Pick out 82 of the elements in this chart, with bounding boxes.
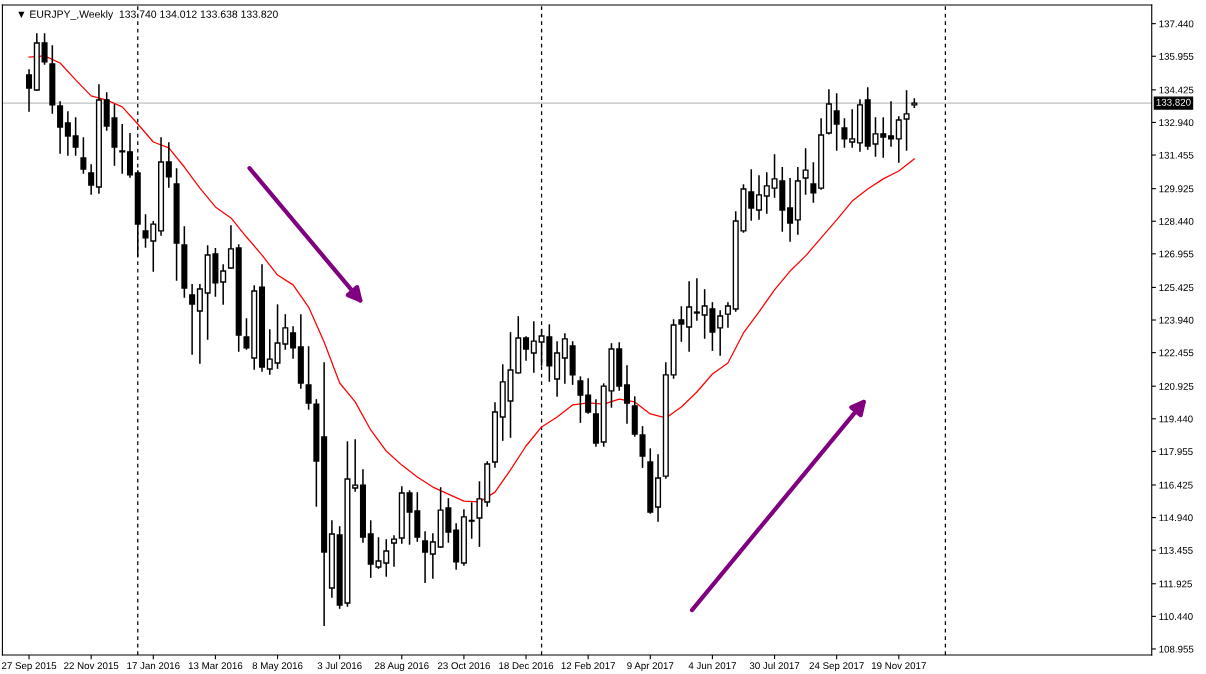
y-tick-label: 126.955	[1159, 250, 1194, 258]
y-tick-label: 123.940	[1159, 316, 1194, 324]
candlestick	[390, 535, 398, 567]
candlestick	[26, 69, 33, 112]
x-tick-label: 27 Sep 2015	[1, 662, 57, 672]
candlestick	[468, 502, 475, 539]
candlestick	[577, 376, 584, 423]
candlestick	[429, 533, 436, 579]
candlestick	[266, 329, 273, 375]
x-tick-label: 9 Apr 2017	[627, 662, 674, 672]
x-tick-label: 12 Feb 2017	[561, 661, 615, 670]
y-tick-label: 122.455	[1159, 349, 1194, 357]
candlestick	[41, 33, 48, 65]
candlestick	[623, 365, 631, 424]
y-tick-label: 108.955	[1159, 645, 1194, 653]
candlestick	[57, 101, 64, 154]
x-tick-label: 19 Nov 2017	[871, 662, 926, 670]
candlestick	[585, 378, 592, 414]
candlestick	[755, 175, 763, 220]
candlestick	[243, 318, 250, 350]
chart-title: ▼ EURJPY_,Weekly 133.740 134.012 133.638 133.820	[18, 10, 278, 20]
candlestick	[561, 333, 568, 384]
candlestick	[189, 284, 196, 355]
x-tick-label: 17 Jan 2016	[127, 662, 180, 670]
y-tick-label: 125.425	[1159, 284, 1194, 292]
candlestick	[810, 162, 817, 203]
y-tick-label: 110.440	[1159, 613, 1193, 620]
x-tick-label: 3 Jul 2016	[317, 661, 362, 670]
candlestick	[88, 164, 95, 195]
y-tick-label: 119.440	[1159, 415, 1193, 423]
candlestick	[717, 310, 724, 356]
x-tick-label: 28 Aug 2016	[374, 662, 429, 672]
candlestick	[763, 172, 770, 214]
candlestick	[693, 278, 700, 321]
ref-line-label: 133.820	[1156, 98, 1191, 106]
y-tick-label: 132.940	[1159, 119, 1194, 127]
x-tick-label: 23 Oct 2016	[437, 662, 490, 670]
y-tick-label: 129.925	[1159, 185, 1194, 193]
candlestick	[290, 326, 297, 359]
y-tick-label: 111.925	[1159, 580, 1192, 588]
candlestick	[724, 302, 731, 328]
candlestick	[686, 281, 693, 352]
candlestick	[80, 137, 87, 174]
y-tick-label: 117.955	[1159, 448, 1193, 456]
y-tick-label: 134.425	[1159, 86, 1194, 94]
candlestick	[352, 439, 359, 492]
x-tick-label: 24 Sep 2017	[809, 662, 864, 672]
candlestick	[833, 93, 840, 151]
x-tick-label: 18 Dec 2016	[499, 662, 554, 670]
y-tick-label: 128.440	[1159, 217, 1194, 225]
candlestick	[849, 109, 856, 148]
candlestick	[64, 111, 71, 156]
candlestick	[72, 117, 79, 156]
candlestick	[165, 142, 172, 188]
y-tick-label: 113.455	[1159, 546, 1193, 554]
candlestick	[196, 284, 203, 364]
candlestick	[227, 225, 234, 269]
y-tick-label: 137.440	[1159, 20, 1194, 28]
x-tick-label: 4 Jun 2017	[688, 662, 736, 670]
candlestick	[126, 133, 134, 178]
candlestick	[220, 264, 227, 305]
candlestick	[841, 118, 848, 148]
y-tick-label: 120.925	[1159, 382, 1194, 390]
candlestick	[523, 336, 530, 361]
candlestick	[422, 531, 429, 583]
candlestick	[787, 178, 794, 242]
x-tick-label: 13 Mar 2016	[188, 662, 243, 670]
candlestick	[888, 101, 895, 147]
y-tick-label: 131.455	[1159, 151, 1194, 159]
x-tick-label: 22 Nov 2015	[64, 662, 119, 670]
candlestick	[119, 124, 126, 174]
candlestick	[530, 321, 537, 373]
x-tick-label: 8 May 2016	[252, 662, 303, 672]
candlestick	[476, 481, 483, 547]
x-tick-label: 30 Jul 2017	[749, 661, 800, 670]
candlestick	[903, 90, 910, 151]
y-tick-label: 116.425	[1159, 481, 1193, 489]
candlestick	[802, 148, 809, 195]
candlestick	[639, 426, 646, 468]
y-tick-label: 114.940	[1159, 514, 1193, 522]
y-tick-label: 135.955	[1159, 52, 1194, 60]
candlestick	[895, 116, 902, 163]
